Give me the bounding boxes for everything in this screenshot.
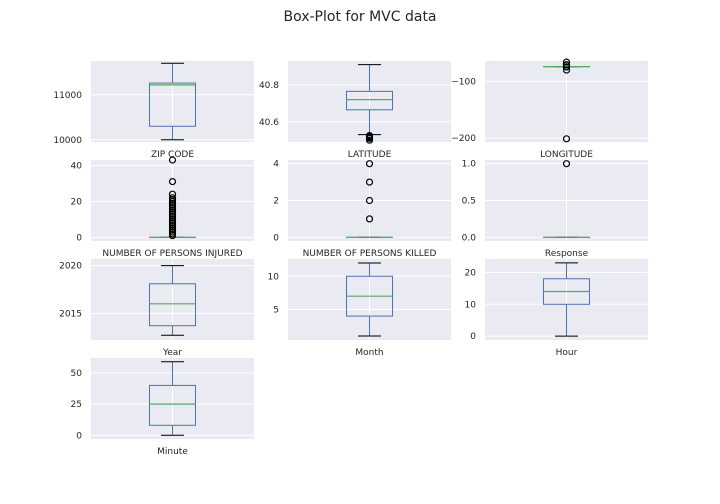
subplot-3: −100 −200 LONGITUDE bbox=[451, 58, 648, 160]
outlier-point bbox=[365, 215, 374, 223]
box bbox=[149, 283, 196, 327]
y-tick-label: 5 bbox=[273, 305, 279, 315]
figure-title: Box-Plot for MVC data bbox=[283, 9, 436, 25]
y-tick-label: 0 bbox=[273, 233, 279, 243]
subplot-1: 10000 11000 ZIP CODE bbox=[53, 61, 254, 160]
x-axis-label: LONGITUDE bbox=[540, 150, 593, 160]
subplot-6: 0.0 0.5 1.0 Response bbox=[462, 160, 648, 259]
y-tick-label: 1.0 bbox=[462, 160, 477, 170]
y-tick-label: 0 bbox=[470, 332, 476, 342]
y-tick-label: 40.8 bbox=[259, 81, 279, 91]
y-tick-label: 2 bbox=[273, 197, 279, 207]
outlier-point bbox=[168, 178, 177, 186]
outlier-point bbox=[562, 61, 571, 69]
x-axis-label: NUMBER OF PERSONS KILLED bbox=[303, 249, 437, 259]
y-tick-label: 4 bbox=[273, 160, 279, 170]
y-tick-label: 40 bbox=[71, 161, 83, 171]
y-tick-label: 10 bbox=[465, 300, 477, 310]
y-tick-label: 25 bbox=[71, 400, 82, 410]
y-tick-label: 50 bbox=[71, 369, 83, 379]
outlier-point bbox=[562, 58, 571, 66]
outlier-point bbox=[365, 178, 374, 186]
subplot-7: 2015 2020 Year bbox=[59, 259, 254, 358]
y-tick-label: 10000 bbox=[53, 136, 82, 146]
y-tick-label: −200 bbox=[451, 134, 476, 144]
y-tick-label: 0 bbox=[76, 233, 82, 243]
x-axis-label: Hour bbox=[556, 348, 578, 358]
y-tick-label: 20 bbox=[465, 268, 477, 278]
box bbox=[149, 82, 196, 127]
x-axis-label: Year bbox=[162, 348, 182, 358]
subplot-4: 0 20 40 NUMBER OF PERSONS INJURED bbox=[71, 156, 254, 259]
outlier-point bbox=[365, 131, 374, 140]
outlier-point bbox=[168, 194, 177, 202]
outlier-point bbox=[365, 196, 374, 205]
y-tick-label: 10 bbox=[268, 272, 280, 282]
x-axis-label: Response bbox=[545, 249, 589, 259]
subplot-2: 40.6 40.8 LATITUDE bbox=[259, 61, 451, 160]
x-axis-label: Month bbox=[355, 348, 383, 358]
x-axis-label: Minute bbox=[157, 447, 188, 457]
outlier-point bbox=[168, 190, 177, 198]
outlier-point bbox=[365, 160, 374, 168]
y-tick-label: 2015 bbox=[59, 309, 82, 319]
box bbox=[346, 90, 393, 111]
y-tick-label: 2020 bbox=[59, 262, 82, 272]
subplot-10: 0 25 50 Minute bbox=[71, 358, 254, 457]
y-tick-label: 11000 bbox=[53, 91, 82, 101]
outlier-point bbox=[562, 135, 571, 143]
y-tick-label: −100 bbox=[451, 77, 476, 87]
outlier-point bbox=[562, 66, 571, 74]
y-tick-label: 40.6 bbox=[259, 118, 279, 128]
y-tick-label: 0 bbox=[76, 431, 82, 441]
y-tick-label: 20 bbox=[71, 197, 83, 207]
subplot-5: 0 2 4 NUMBER OF PERSONS KILLED bbox=[273, 160, 451, 259]
y-tick-label: 0.0 bbox=[462, 233, 477, 243]
subplot-9: 0 10 20 Hour bbox=[465, 259, 648, 358]
subplot-8: 5 10 Month bbox=[268, 259, 451, 358]
x-axis-label: ZIP CODE bbox=[151, 150, 194, 160]
y-tick-label: 0.5 bbox=[462, 197, 476, 207]
outlier-point bbox=[562, 160, 571, 168]
outlier-point bbox=[168, 156, 177, 164]
box bbox=[149, 384, 196, 426]
x-axis-label: NUMBER OF PERSONS INJURED bbox=[102, 249, 242, 259]
x-axis-label: LATITUDE bbox=[348, 150, 392, 160]
